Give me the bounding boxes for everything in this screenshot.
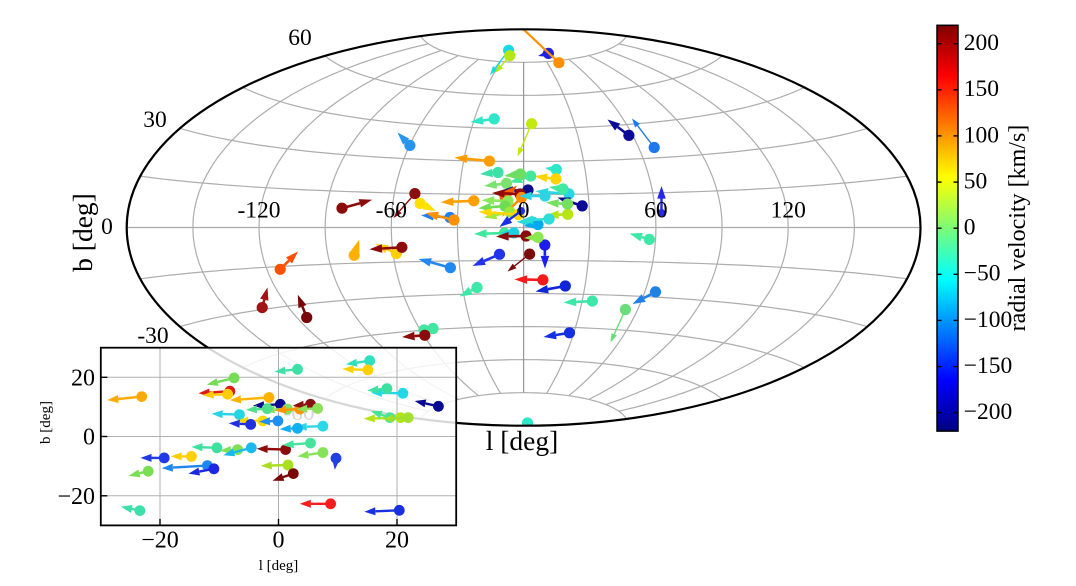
svg-text:b [deg]: b [deg] — [67, 193, 98, 272]
svg-text:-30: -30 — [137, 323, 168, 349]
svg-text:100: 100 — [964, 122, 999, 148]
svg-text:0: 0 — [964, 215, 976, 241]
svg-text:l [deg]: l [deg] — [486, 425, 559, 456]
svg-text:0: 0 — [518, 197, 530, 223]
svg-text:60: 60 — [644, 197, 668, 223]
svg-text:−20: −20 — [141, 527, 179, 553]
svg-text:radial velocity [km/s]: radial velocity [km/s] — [1005, 125, 1031, 332]
svg-text:−200: −200 — [964, 399, 1013, 425]
svg-text:−150: −150 — [964, 353, 1013, 379]
svg-text:-60: -60 — [376, 197, 407, 223]
svg-text:120: 120 — [771, 197, 806, 223]
svg-text:0: 0 — [83, 425, 95, 451]
svg-text:l [deg]: l [deg] — [259, 558, 299, 574]
svg-text:−50: −50 — [964, 261, 1001, 287]
svg-text:30: 30 — [143, 107, 167, 133]
svg-text:20: 20 — [71, 365, 95, 391]
svg-text:200: 200 — [964, 30, 999, 56]
svg-text:−20: −20 — [57, 484, 95, 510]
svg-text:-120: -120 — [237, 197, 280, 223]
svg-text:60: 60 — [288, 25, 312, 51]
svg-text:b [deg]: b [deg] — [38, 401, 54, 444]
svg-text:20: 20 — [385, 527, 409, 553]
svg-text:150: 150 — [964, 76, 999, 102]
svg-text:0: 0 — [273, 527, 285, 553]
svg-text:50: 50 — [964, 168, 988, 194]
svg-text:0: 0 — [101, 214, 113, 240]
